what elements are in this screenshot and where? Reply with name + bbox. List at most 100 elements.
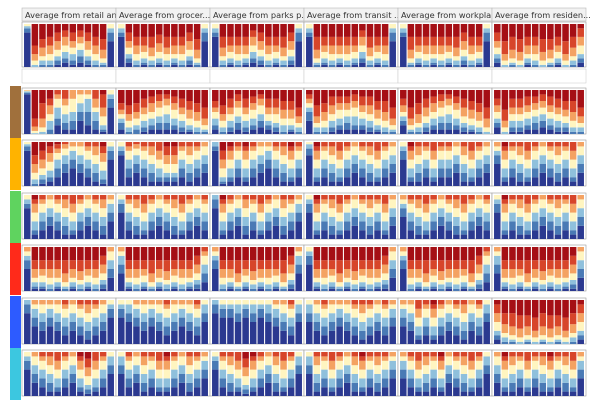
bar-segment [483, 313, 490, 322]
bar-segment [133, 142, 140, 144]
bar-segment [532, 54, 539, 60]
bar-segment [39, 48, 46, 57]
bar-segment [47, 309, 54, 318]
bar-segment [280, 287, 287, 289]
bar-segment [273, 132, 280, 134]
bar-segment [39, 168, 46, 175]
bar-segment [524, 221, 531, 230]
bar-segment [39, 289, 46, 291]
bar-segment [92, 164, 99, 173]
bar-segment [92, 370, 99, 379]
bar-segment [547, 356, 554, 360]
bar-segment [148, 103, 155, 112]
bar-segment [570, 265, 577, 274]
bar-segment [212, 247, 219, 251]
bar-segment [107, 247, 114, 251]
bar-segment [336, 130, 343, 134]
bar-segment [47, 99, 54, 106]
bar-segment [321, 300, 328, 304]
bar-segment [242, 352, 249, 359]
bar-segment [194, 326, 201, 335]
bar-segment [54, 199, 61, 203]
bar-segment [280, 110, 287, 119]
bar-segment [62, 335, 69, 344]
bar-segment [24, 269, 31, 291]
bar-segment [179, 168, 186, 177]
bar-segment [562, 132, 569, 134]
bar-segment [179, 204, 186, 213]
bar-segment [250, 199, 257, 203]
bar-segment [336, 352, 343, 356]
bar-segment [509, 247, 516, 260]
bar-segment [540, 340, 547, 342]
bar-segment [374, 125, 381, 129]
bar-segment [494, 48, 501, 54]
bar-segment [54, 153, 61, 160]
bar-segment [483, 213, 490, 222]
bar-segment [555, 361, 562, 370]
bar-segment [321, 199, 328, 203]
bar-segment [186, 65, 193, 67]
bar-segment [250, 24, 257, 30]
bar-segment [502, 333, 509, 337]
bar-segment [577, 260, 584, 269]
bar-segment [446, 99, 453, 106]
bar-segment [100, 39, 107, 50]
bar-segment [453, 37, 460, 48]
bar-segment [156, 108, 163, 117]
bar-segment [273, 282, 280, 286]
bar-segment [265, 142, 272, 146]
bar-segment [164, 177, 171, 181]
bar-segment [179, 54, 186, 60]
bar-segment [164, 326, 171, 335]
bar-segment [62, 370, 69, 379]
bar-segment [344, 199, 351, 203]
bar-segment [374, 352, 381, 356]
bar-segment [186, 300, 193, 304]
bar-segment [532, 260, 539, 269]
bar-segment [47, 142, 54, 146]
bar-segment [62, 289, 69, 291]
bar-segment [164, 114, 171, 123]
bar-segment [54, 387, 61, 391]
bar-segment [509, 289, 516, 291]
bar-segment [250, 392, 257, 396]
bar-segment [430, 119, 437, 126]
bar-segment [250, 168, 257, 177]
bar-segment [47, 269, 54, 278]
bar-segment [336, 287, 343, 289]
bar-segment [77, 142, 84, 146]
bar-segment [24, 195, 31, 199]
bar-segment [171, 287, 178, 289]
bar-segment [250, 322, 257, 344]
bar-segment [344, 300, 351, 304]
bar-segment [483, 127, 490, 131]
bar-segment [359, 119, 366, 126]
bar-segment [468, 260, 475, 273]
bar-segment [314, 65, 321, 67]
bar-segment [24, 24, 31, 26]
bar-segment [141, 392, 148, 396]
bar-segment [555, 58, 562, 62]
bar-segment [280, 260, 287, 273]
bar-segment [532, 342, 539, 344]
bar-segment [415, 90, 422, 103]
bar-segment [408, 63, 415, 65]
bar-segment [126, 114, 133, 121]
bar-segment [235, 352, 242, 361]
bar-segment [446, 46, 453, 52]
bar-segment [570, 112, 577, 121]
bar-segment [532, 287, 539, 289]
bar-segment [314, 37, 321, 50]
bar-segment [570, 90, 577, 101]
bar-segment [220, 204, 227, 213]
bar-segment [430, 276, 437, 283]
bar-segment [532, 97, 539, 104]
bar-segment [502, 278, 509, 282]
separator-cell [304, 69, 398, 83]
bar-segment [547, 282, 554, 286]
bar-segment [408, 304, 415, 313]
bar-segment [250, 130, 257, 134]
bar-segment [359, 392, 366, 396]
bar-segment [62, 273, 69, 282]
